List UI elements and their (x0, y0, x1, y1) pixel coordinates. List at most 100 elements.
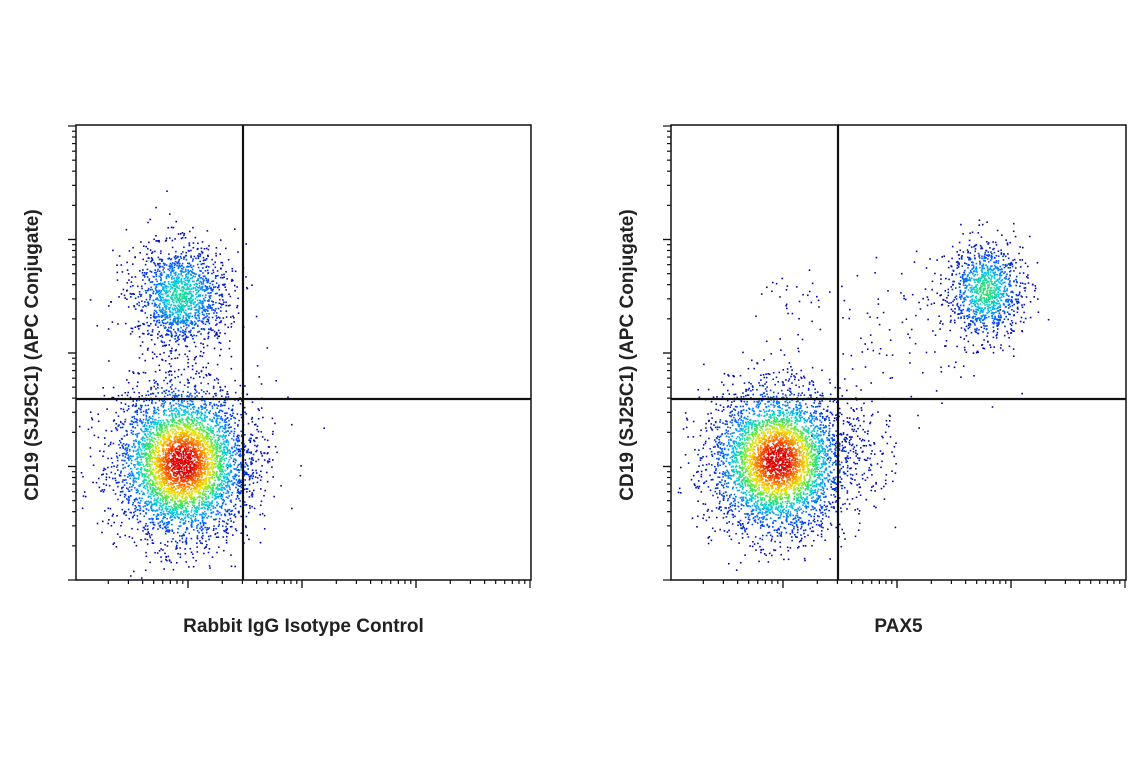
event-dot (201, 423, 203, 425)
event-dot (163, 271, 165, 273)
event-dot (157, 472, 159, 474)
event-dot (238, 471, 240, 474)
event-dot (172, 295, 174, 297)
event-dot (239, 469, 241, 471)
event-dot (202, 438, 204, 441)
event-dot (144, 473, 146, 476)
event-dot (181, 537, 184, 540)
event-dot (216, 449, 218, 451)
event-dot (163, 351, 165, 354)
event-dot (168, 355, 170, 358)
event-dot (157, 496, 159, 499)
event-dot (217, 437, 220, 439)
event-dot (141, 456, 144, 458)
event-dot (189, 265, 191, 268)
event-dot (137, 442, 140, 444)
event-dot (147, 509, 150, 512)
event-dot (153, 313, 156, 315)
event-dot (171, 508, 174, 511)
event-dot (193, 498, 195, 500)
event-dot (216, 331, 218, 334)
event-dot (217, 286, 219, 289)
event-dot (195, 273, 197, 275)
event-dot (137, 490, 139, 492)
event-dot (159, 335, 162, 337)
event-dot (144, 301, 146, 303)
event-dot (240, 532, 242, 534)
event-dot (138, 471, 140, 473)
event-dot (121, 438, 123, 440)
event-dot (226, 390, 229, 393)
event-dot (103, 394, 106, 397)
event-dot (175, 285, 178, 287)
event-dot (165, 414, 168, 416)
event-dot (177, 309, 179, 312)
event-dot (211, 258, 213, 261)
event-dot (192, 421, 194, 424)
event-dot (211, 456, 213, 459)
event-dot (260, 407, 263, 409)
event-dot (134, 308, 137, 310)
event-dot (163, 267, 165, 269)
event-dot (153, 379, 155, 382)
event-dot (191, 412, 193, 414)
event-dot (184, 506, 187, 509)
event-dot (149, 518, 151, 520)
event-dot (164, 427, 166, 430)
event-dot (185, 297, 188, 300)
event-dot (177, 329, 179, 332)
event-dot (222, 427, 225, 430)
event-dot (167, 280, 170, 283)
event-dot (130, 296, 132, 298)
event-dot (189, 399, 192, 402)
event-dot (220, 470, 222, 473)
event-dot (216, 464, 219, 467)
event-dot (202, 491, 204, 493)
event-dot (146, 439, 149, 441)
event-dot (216, 407, 219, 409)
event-dot (240, 435, 243, 438)
event-dot (169, 429, 172, 432)
event-dot (218, 284, 220, 287)
event-dot (201, 262, 204, 265)
event-dot (227, 509, 229, 511)
event-dot (187, 493, 190, 495)
event-dot (170, 272, 172, 274)
event-dot (153, 483, 155, 485)
event-dot (194, 386, 197, 388)
event-dot (149, 493, 152, 495)
event-dot (210, 450, 213, 453)
event-dot (253, 489, 255, 492)
event-dot (217, 434, 219, 437)
event-dot (263, 459, 266, 461)
event-dot (139, 520, 142, 523)
event-dot (156, 509, 159, 511)
event-dot (206, 452, 209, 454)
event-dot (225, 485, 227, 487)
event-dot (179, 309, 181, 311)
event-dot (191, 504, 194, 506)
event-dot (175, 220, 177, 223)
event-dot (151, 399, 153, 402)
event-dot (215, 255, 217, 257)
event-dot (188, 496, 191, 499)
event-dot (167, 371, 170, 373)
event-dot (156, 494, 158, 497)
event-dot (171, 297, 173, 299)
event-dot (195, 285, 198, 288)
event-dot (176, 296, 179, 299)
event-dot (157, 337, 159, 339)
event-dot (220, 450, 222, 452)
event-dot (206, 466, 209, 469)
event-dot (225, 301, 227, 304)
event-dot (250, 461, 252, 464)
event-dot (207, 300, 209, 302)
event-dot (223, 431, 226, 434)
event-dot (167, 423, 169, 426)
event-dot (144, 422, 147, 424)
event-dot (193, 417, 195, 420)
event-dot (239, 491, 241, 494)
event-dot (163, 399, 166, 401)
event-dot (202, 493, 204, 496)
event-dot (211, 304, 214, 306)
